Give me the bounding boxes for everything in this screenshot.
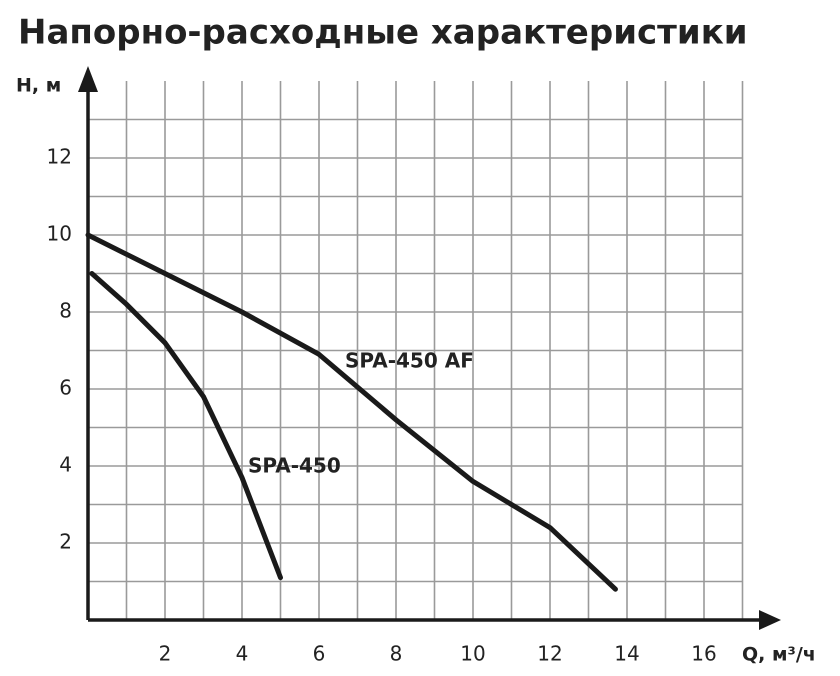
x-tick-label: 16 (691, 642, 716, 666)
x-tick-label: 2 (159, 642, 172, 666)
y-tick-label: 2 (59, 530, 72, 554)
y-tick-label: 6 (59, 376, 72, 400)
y-axis-arrow (78, 66, 98, 92)
series-line (85, 232, 618, 592)
x-tick-label: 14 (614, 642, 639, 666)
x-axis-arrow (759, 610, 781, 630)
y-tick-label: 8 (59, 299, 72, 323)
y-axis-label: H, м (16, 75, 61, 97)
x-tick-label: 4 (236, 642, 249, 666)
series-label: SPA-450 AF (345, 349, 474, 373)
x-tick-label: 10 (460, 642, 485, 666)
chart-title: Напорно-расходные характеристики (18, 13, 748, 53)
y-tick-label: 10 (47, 222, 72, 246)
x-axis-label: Q, м³/ч (742, 644, 816, 666)
series-label: SPA-450 (248, 454, 341, 478)
series-line (89, 271, 283, 581)
x-tick-label: 12 (537, 642, 562, 666)
y-tick-label: 4 (59, 453, 72, 477)
y-tick-label: 12 (47, 145, 72, 169)
x-tick-label: 6 (313, 642, 326, 666)
x-tick-label: 8 (390, 642, 403, 666)
